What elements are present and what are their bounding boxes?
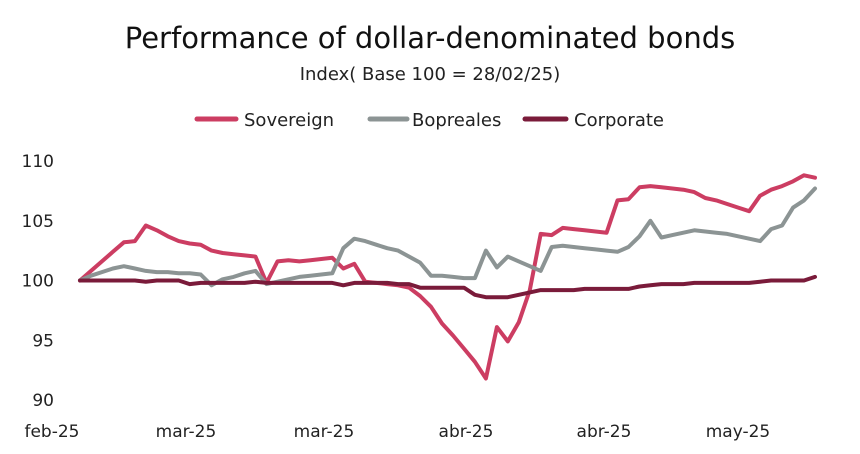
- x-axis: feb-25 mar-25 mar-25 abr-25 abr-25 may-25: [24, 422, 770, 442]
- y-axis: 110 105 100 95 90: [22, 152, 54, 411]
- legend: Sovereign Bopreales Corporate: [194, 110, 664, 131]
- legend-label-corporate: Corporate: [574, 110, 664, 131]
- y-tick-label: 105: [22, 212, 54, 232]
- x-tick-label: mar-25: [156, 422, 217, 442]
- y-tick-label: 100: [22, 272, 54, 292]
- chart-subtitle: Index( Base 100 = 28/02/25): [300, 64, 561, 85]
- legend-label-bopreales: Bopreales: [412, 110, 501, 131]
- series-line-bopreales: [78, 186, 817, 288]
- chart-title: Performance of dollar-denominated bonds: [125, 21, 735, 55]
- y-tick-label: 90: [32, 391, 54, 411]
- x-tick-label: feb-25: [24, 422, 79, 442]
- y-tick-label: 110: [22, 152, 54, 172]
- x-tick-label: abr-25: [439, 422, 494, 442]
- legend-label-sovereign: Sovereign: [244, 110, 334, 131]
- series-line-sovereign: [78, 173, 817, 381]
- x-tick-label: mar-25: [294, 422, 355, 442]
- series-group: [78, 173, 817, 381]
- y-tick-label: 95: [32, 331, 54, 351]
- series-line-corporate: [78, 274, 817, 300]
- x-tick-label: may-25: [706, 422, 771, 442]
- x-tick-label: abr-25: [577, 422, 632, 442]
